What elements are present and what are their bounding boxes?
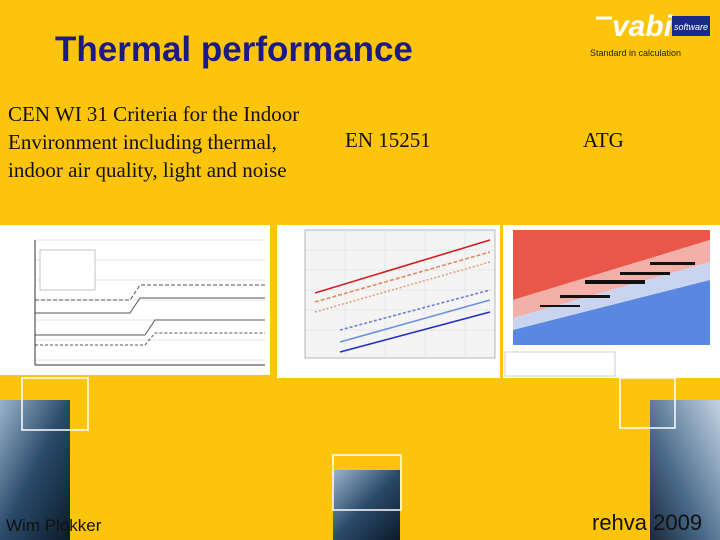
chart-thumb <box>277 225 500 378</box>
logo-tag: software <box>674 22 708 32</box>
photo <box>650 400 720 540</box>
photo <box>0 400 70 540</box>
column-text: CEN WI 31 Criteria for the Indoor Enviro… <box>8 102 300 182</box>
column-text: ATG <box>583 128 624 152</box>
event: rehva 2009 <box>592 510 703 535</box>
chart-thumb <box>0 225 270 375</box>
logo: vabi software <box>596 10 710 43</box>
title: Thermal performance <box>55 30 413 69</box>
column-text: EN 15251 <box>345 128 431 152</box>
slogan: Standard in calculation <box>590 48 682 58</box>
photo <box>333 470 400 540</box>
chart-thumb <box>503 225 720 378</box>
author: Wim Plokker <box>6 516 102 535</box>
logo-brand: vabi <box>612 10 673 43</box>
frame <box>21 377 676 511</box>
